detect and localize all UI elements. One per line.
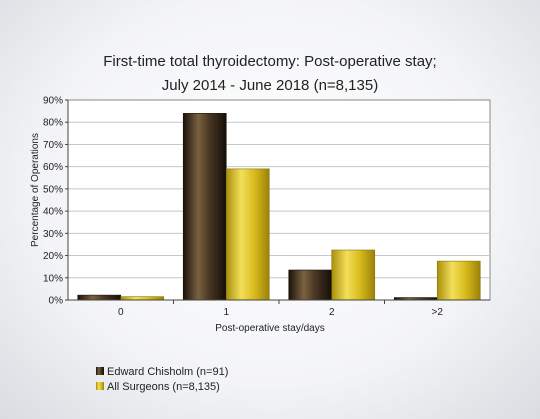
x-axis-ticks: 0 1 2 >2 xyxy=(118,300,443,318)
y-axis-label: Percentage of Operations xyxy=(30,133,41,247)
x-axis-label: Post-operative stay/days xyxy=(215,323,325,334)
x-tick-label: 2 xyxy=(329,307,335,318)
legend-label-series-1: Edward Chisholm (n=91) xyxy=(107,366,228,378)
x-tick-label: 0 xyxy=(118,307,124,318)
y-tick-label: 60% xyxy=(43,162,63,173)
bar-series-2-2 xyxy=(331,249,376,301)
y-tick-label: 0% xyxy=(49,296,64,307)
chart-title-line1: First-time total thyroidectomy: Post-ope… xyxy=(103,53,436,70)
chart-title-line2: July 2014 - June 2018 (n=8,135) xyxy=(162,77,378,94)
x-tick-label: >2 xyxy=(432,307,444,318)
plot-area xyxy=(67,99,491,301)
bar-series-1-0 xyxy=(77,294,122,301)
legend-label-series-2: All Surgeons (n=8,135) xyxy=(107,381,220,393)
y-tick-label: 20% xyxy=(43,251,63,262)
gridlines xyxy=(68,121,490,279)
bar-series-2-1 xyxy=(225,168,270,301)
bar-series-1-1 xyxy=(182,113,227,301)
y-tick-label: 10% xyxy=(43,273,63,284)
legend: Edward Chisholm (n=91) All Surgeons (n=8… xyxy=(96,366,228,393)
y-tick-label: 80% xyxy=(43,118,63,129)
bar-series-2-3 xyxy=(436,260,481,301)
legend-swatch-series-1 xyxy=(96,367,104,375)
y-tick-label: 30% xyxy=(43,229,63,240)
bar-series-1-2 xyxy=(288,269,333,301)
y-tick-label: 40% xyxy=(43,207,63,218)
y-tick-label: 50% xyxy=(43,184,63,195)
y-axis-ticks: 0% 10% 20% 30% 40% 50% 60% 70% 80% 90% xyxy=(43,96,68,307)
x-tick-label: 1 xyxy=(223,307,229,318)
y-tick-label: 70% xyxy=(43,140,63,151)
y-tick-label: 90% xyxy=(43,96,63,107)
legend-swatch-series-2 xyxy=(96,382,104,390)
bars xyxy=(77,113,481,301)
